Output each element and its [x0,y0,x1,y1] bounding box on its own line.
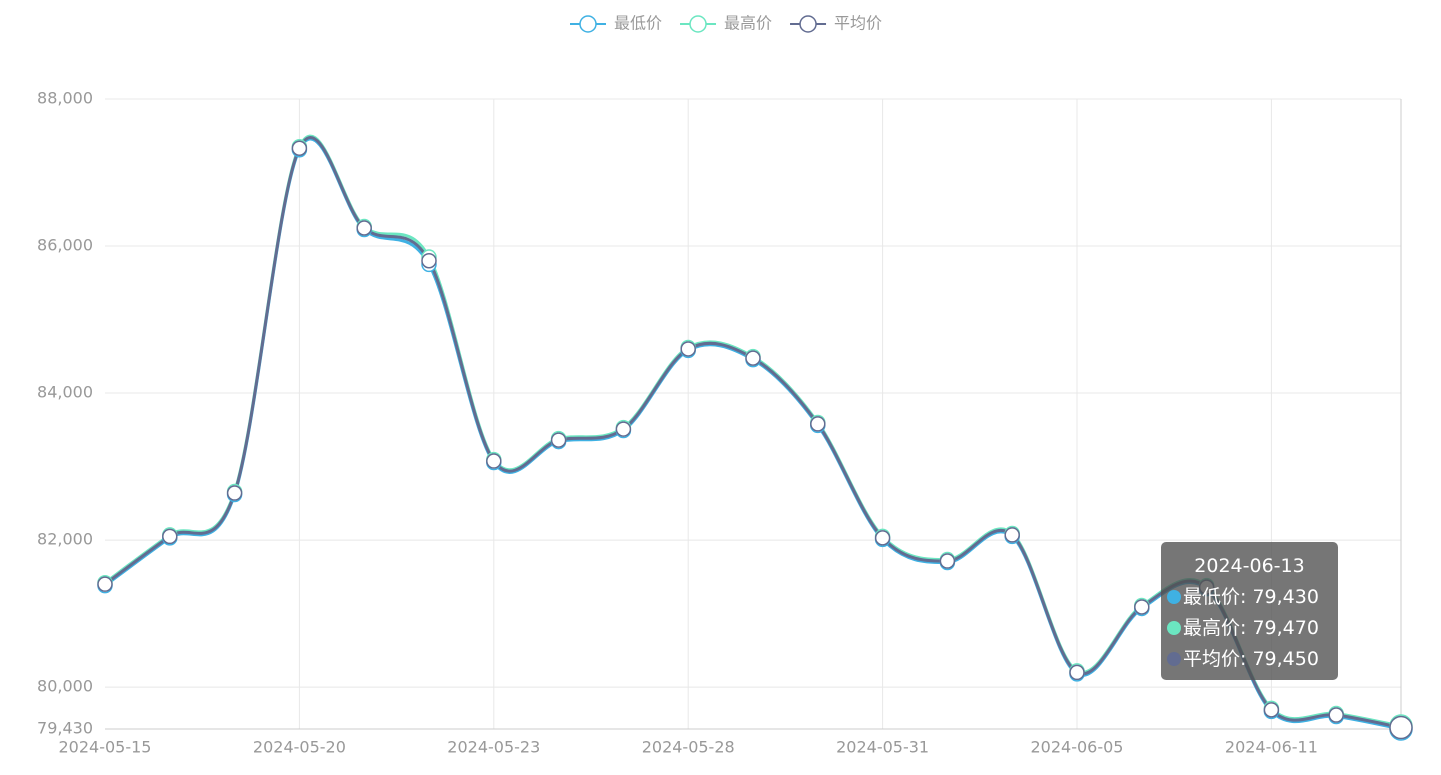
x-tick-label: 2024-06-05 [1031,738,1124,757]
tooltip-dot [1167,621,1181,635]
point [1069,664,1085,681]
tooltip-row: 最高价: 79,470 [1167,613,1332,644]
legend-marker [689,15,707,33]
tooltip-text: 最低价: 79,430 [1183,586,1319,608]
x-tick-label: 2024-05-15 [59,738,152,757]
point [874,530,891,546]
y-tick-label: 82,000 [37,530,93,549]
x-tick-label: 2024-05-20 [253,738,346,757]
point [97,576,113,592]
point [550,432,567,448]
legend-marker [579,15,597,33]
tooltip-row: 最低价: 79,430 [1167,582,1332,613]
y-tick-label: 88,000 [37,89,93,108]
point [1263,702,1280,718]
y-tick-label: 80,000 [37,677,93,696]
point [680,341,696,357]
point [1134,599,1150,615]
tooltip-title: 2024-06-13 [1194,555,1305,577]
point [1328,707,1344,723]
tooltip-text: 最高价: 79,470 [1183,617,1319,639]
legend-marker [799,15,817,33]
point [291,140,308,157]
tooltip: 2024-06-13 最低价: 79,430 最高价: 79,470 平均价: … [1161,542,1338,680]
x-tick-label: 2024-06-11 [1225,738,1318,757]
legend: 最低价 最高价 平均价 [570,14,882,33]
tooltip-dot [1167,590,1181,604]
point [226,485,243,501]
x-tick-label: 2024-05-28 [642,738,735,757]
tooltip-dot [1167,652,1181,666]
point [356,220,372,236]
legend-label: 最高价 [724,14,772,33]
y-tick-label: 79,430 [37,719,93,738]
y-tick-label: 86,000 [37,236,93,255]
point [745,350,761,366]
x-tick-label: 2024-05-31 [836,738,929,757]
point [421,252,437,269]
tooltip-row: 平均价: 79,450 [1167,644,1332,675]
legend-label: 平均价 [834,14,882,33]
point [810,416,826,432]
point [615,421,632,437]
point [486,453,502,469]
tooltip-text: 平均价: 79,450 [1183,648,1319,670]
point [939,553,956,569]
point [1004,527,1020,543]
legend-label: 最低价 [614,14,662,33]
y-tick-label: 84,000 [37,383,93,402]
x-tick-label: 2024-05-23 [447,738,540,757]
point [162,528,178,545]
point [1389,715,1413,740]
